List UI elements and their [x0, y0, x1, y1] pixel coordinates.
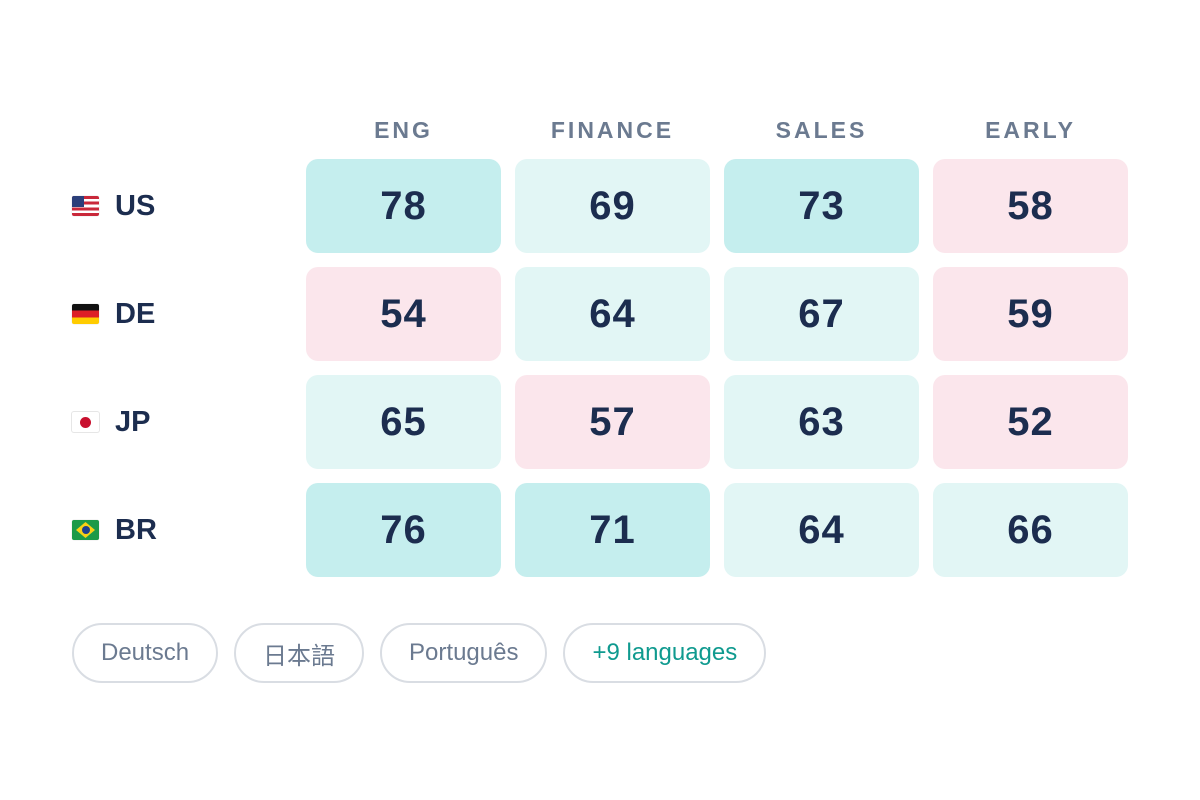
country-code: DE [115, 297, 156, 330]
heatmap-cell: 57 [515, 375, 710, 469]
column-header: ENG [374, 116, 433, 143]
heatmap-cell: 63 [724, 375, 919, 469]
jp-flag-icon [72, 412, 99, 432]
country-code: US [115, 189, 156, 222]
row-label: JP [72, 375, 292, 469]
heatmap-cell: 64 [515, 267, 710, 361]
more-languages-button[interactable]: +9 languages [563, 623, 767, 683]
heatmap-cell: 71 [515, 483, 710, 577]
row-label: US [72, 159, 292, 253]
heatmap-cell: 69 [515, 159, 710, 253]
country-code: JP [115, 405, 151, 438]
heatmap-cell: 67 [724, 267, 919, 361]
heatmap-cell: 59 [933, 267, 1128, 361]
column-header: EARLY [985, 116, 1076, 143]
heatmap-cell: 78 [306, 159, 501, 253]
heatmap-cell: 54 [306, 267, 501, 361]
language-option-portuguese[interactable]: Português [380, 623, 548, 683]
language-selector: Deutsch 日本語 Português +9 languages [72, 623, 767, 683]
heatmap-cell: 65 [306, 375, 501, 469]
heatmap-cell: 66 [933, 483, 1128, 577]
heatmap-cell: 64 [724, 483, 919, 577]
language-option-deutsch[interactable]: Deutsch [72, 623, 219, 683]
heatmap-cell: 58 [933, 159, 1128, 253]
language-option-japanese[interactable]: 日本語 [234, 623, 365, 683]
br-flag-icon [72, 520, 99, 540]
row-label: DE [72, 267, 292, 361]
country-code: BR [115, 513, 157, 546]
heatmap-chart: ENG FINANCE SALES EARLY US 78 69 73 58 DE 54 64 67 59… [0, 0, 1200, 600]
heatmap-cell: 73 [724, 159, 919, 253]
heatmap-cell: 52 [933, 375, 1128, 469]
de-flag-icon [72, 304, 99, 324]
row-label: BR [72, 483, 292, 577]
heatmap-cell: 76 [306, 483, 501, 577]
column-header: SALES [775, 116, 868, 143]
us-flag-icon [72, 196, 99, 216]
column-header: FINANCE [550, 116, 675, 143]
